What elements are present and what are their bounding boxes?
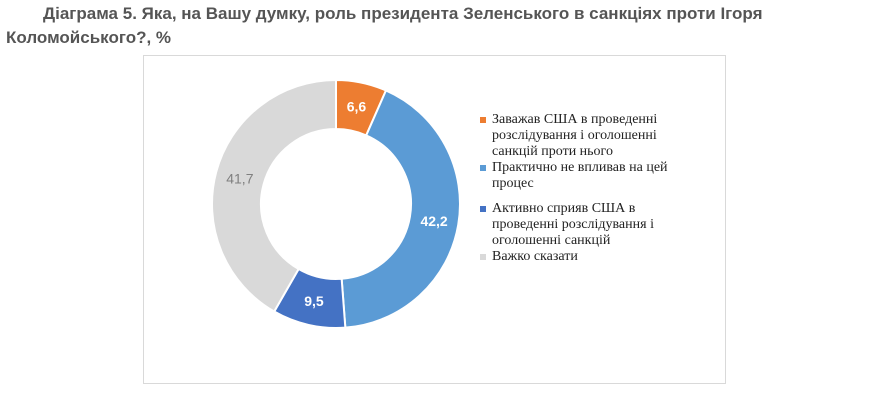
slice-value-label-1: 6,6 [347,99,367,115]
legend-item-2: Практично не впливав на цей процес [479,160,729,192]
legend-swatch-2 [480,165,486,171]
chart-legend: Заважав США в проведенні розслідування і … [479,112,729,265]
legend-label-line: Практично не впливав на цей [492,160,668,175]
legend-swatch-3 [480,206,486,212]
slice-value-label-2: 42,2 [420,213,447,229]
legend-label-line: розслідування і оголошенні [492,128,657,143]
legend-label-line: Заважав США в проведенні [492,112,658,127]
legend-label-line: оголошенні санкцій [492,233,611,248]
legend-item-4: Важко сказати [479,249,729,265]
chart-title-line-2: Коломойського?, % [6,28,172,47]
legend-label-line: Активно сприяв США в [492,201,636,216]
donut-slice-4 [211,78,337,313]
legend-item-1: Заважав США в проведенні розслідування і … [479,112,729,160]
slice-value-label-3: 9,5 [304,293,324,309]
legend-item-3: Активно сприяв США в проведенні розслідув… [479,201,729,249]
chart-frame: 6,6 42,2 9,5 41,7 [143,55,726,384]
legend-label-line: санкцій проти нього [492,144,613,159]
legend-swatch-1 [480,117,486,123]
legend-label-line: проведенні розслідування і [492,217,654,232]
legend-label-line: процес [492,176,534,191]
chart-title: Діаграма 5. Яка, на Вашу думку, роль пре… [6,2,866,50]
slice-value-label-4: 41,7 [226,170,253,186]
donut-slice-2 [340,89,461,329]
legend-swatch-4 [480,254,486,260]
chart-title-line-1: Діаграма 5. Яка, на Вашу думку, роль пре… [43,4,763,23]
legend-label-line: Важко сказати [492,249,578,264]
donut-chart: 6,6 42,2 9,5 41,7 [211,78,461,329]
